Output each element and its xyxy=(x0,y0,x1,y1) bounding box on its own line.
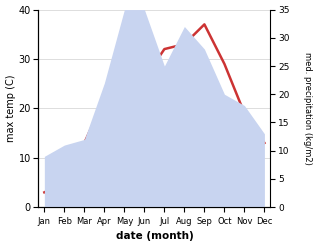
Y-axis label: max temp (C): max temp (C) xyxy=(5,75,16,142)
Y-axis label: med. precipitation (kg/m2): med. precipitation (kg/m2) xyxy=(303,52,313,165)
X-axis label: date (month): date (month) xyxy=(115,231,193,242)
